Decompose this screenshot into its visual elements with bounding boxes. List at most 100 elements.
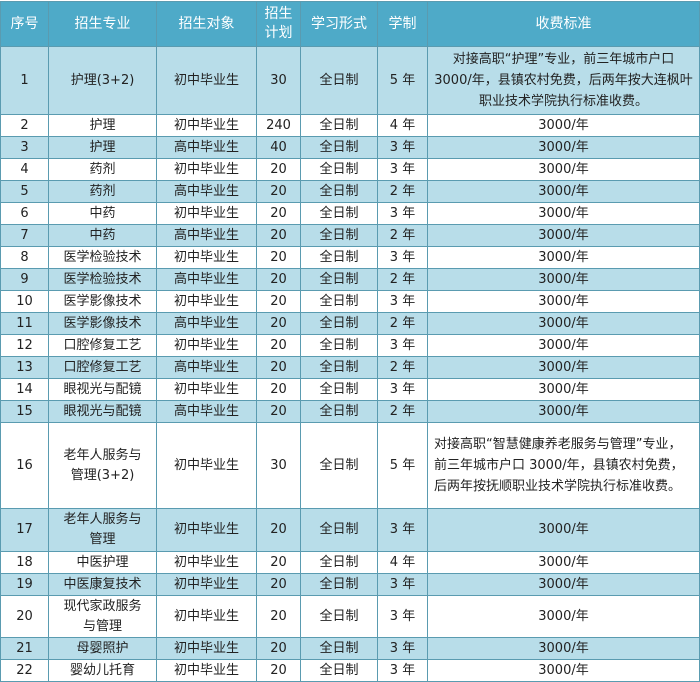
cell-major: 护理 [48, 136, 157, 159]
cell-target: 初中毕业生 [156, 659, 257, 682]
table-row: 19 中医康复技术 初中毕业生 20 全日制 3 年 3000/年 [0, 573, 700, 596]
cell-target: 初中毕业生 [156, 114, 257, 137]
cell-target: 初中毕业生 [156, 334, 257, 357]
table-row: 3 护理 高中毕业生 40 全日制 3 年 3000/年 [0, 136, 700, 159]
cell-major: 老年人服务与管理 [48, 508, 157, 552]
cell-major: 口腔修复工艺 [48, 334, 157, 357]
cell-years: 5 年 [377, 422, 428, 509]
table-row: 12 口腔修复工艺 初中毕业生 20 全日制 3 年 3000/年 [0, 334, 700, 357]
cell-form: 全日制 [300, 637, 378, 660]
cell-fee: 3000/年 [427, 136, 700, 159]
table-row: 7 中药 高中毕业生 20 全日制 2 年 3000/年 [0, 224, 700, 247]
cell-fee: 3000/年 [427, 573, 700, 596]
cell-years: 3 年 [377, 334, 428, 357]
cell-no: 7 [0, 224, 49, 247]
cell-form: 全日制 [300, 659, 378, 682]
cell-plan: 20 [256, 356, 301, 379]
header-target: 招生对象 [156, 1, 257, 47]
cell-major: 中药 [48, 224, 157, 247]
cell-no: 1 [0, 46, 49, 115]
cell-years: 2 年 [377, 268, 428, 291]
cell-no: 4 [0, 158, 49, 181]
cell-form: 全日制 [300, 290, 378, 313]
cell-major: 药剂 [48, 180, 157, 203]
cell-fee: 3000/年 [427, 158, 700, 181]
cell-no: 21 [0, 637, 49, 660]
cell-major: 口腔修复工艺 [48, 356, 157, 379]
cell-plan: 40 [256, 136, 301, 159]
cell-target: 初中毕业生 [156, 508, 257, 552]
cell-plan: 20 [256, 334, 301, 357]
cell-form: 全日制 [300, 224, 378, 247]
cell-no: 6 [0, 202, 49, 225]
cell-fee: 3000/年 [427, 114, 700, 137]
table-row: 17 老年人服务与管理 初中毕业生 20 全日制 3 年 3000/年 [0, 508, 700, 552]
cell-plan: 20 [256, 400, 301, 423]
cell-no: 5 [0, 180, 49, 203]
table-row: 22 婴幼儿托育 初中毕业生 20 全日制 3 年 3000/年 [0, 659, 700, 682]
cell-form: 全日制 [300, 573, 378, 596]
cell-major: 中药 [48, 202, 157, 225]
cell-years: 3 年 [377, 637, 428, 660]
cell-target: 初中毕业生 [156, 573, 257, 596]
cell-major: 医学影像技术 [48, 290, 157, 313]
cell-fee: 3000/年 [427, 551, 700, 574]
cell-major: 婴幼儿托育 [48, 659, 157, 682]
cell-no: 9 [0, 268, 49, 291]
cell-form: 全日制 [300, 46, 378, 115]
cell-no: 15 [0, 400, 49, 423]
cell-fee: 3000/年 [427, 180, 700, 203]
cell-fee: 3000/年 [427, 202, 700, 225]
cell-plan: 20 [256, 224, 301, 247]
cell-form: 全日制 [300, 202, 378, 225]
table-row: 8 医学检验技术 初中毕业生 20 全日制 3 年 3000/年 [0, 246, 700, 269]
table-row: 4 药剂 初中毕业生 20 全日制 3 年 3000/年 [0, 158, 700, 181]
cell-target: 初中毕业生 [156, 637, 257, 660]
cell-no: 17 [0, 508, 49, 552]
cell-form: 全日制 [300, 180, 378, 203]
cell-form: 全日制 [300, 114, 378, 137]
cell-years: 3 年 [377, 202, 428, 225]
cell-target: 初中毕业生 [156, 595, 257, 638]
cell-plan: 20 [256, 595, 301, 638]
cell-form: 全日制 [300, 246, 378, 269]
cell-years: 2 年 [377, 224, 428, 247]
cell-no: 13 [0, 356, 49, 379]
cell-target: 高中毕业生 [156, 400, 257, 423]
cell-years: 4 年 [377, 551, 428, 574]
cell-form: 全日制 [300, 334, 378, 357]
cell-form: 全日制 [300, 356, 378, 379]
cell-plan: 20 [256, 246, 301, 269]
cell-plan: 30 [256, 422, 301, 509]
cell-form: 全日制 [300, 508, 378, 552]
table-row: 18 中医护理 初中毕业生 20 全日制 4 年 3000/年 [0, 551, 700, 574]
table-row: 13 口腔修复工艺 高中毕业生 20 全日制 2 年 3000/年 [0, 356, 700, 379]
header-no: 序号 [0, 1, 49, 47]
cell-fee: 3000/年 [427, 334, 700, 357]
table-row: 5 药剂 高中毕业生 20 全日制 2 年 3000/年 [0, 180, 700, 203]
cell-plan: 20 [256, 637, 301, 660]
cell-no: 11 [0, 312, 49, 335]
table-row: 1 护理(3+2) 初中毕业生 30 全日制 5 年对接高职“护理”专业，前三年城市户口 … [0, 46, 700, 115]
table-row: 6 中药 初中毕业生 20 全日制 3 年 3000/年 [0, 202, 700, 225]
cell-fee: 3000/年 [427, 595, 700, 638]
cell-target: 高中毕业生 [156, 224, 257, 247]
cell-years: 2 年 [377, 312, 428, 335]
header-fee: 收费标准 [427, 1, 700, 47]
cell-major: 现代家政服务与管理 [48, 595, 157, 638]
table-row: 20 现代家政服务与管理 初中毕业生 20 全日制 3 年 3000/年 [0, 595, 700, 638]
cell-plan: 20 [256, 659, 301, 682]
cell-no: 22 [0, 659, 49, 682]
cell-major: 护理 [48, 114, 157, 137]
cell-plan: 20 [256, 551, 301, 574]
cell-fee: 对接高职“智慧健康养老服务与管理”专业，前三年城市户口 3000/年，县镇农村免… [427, 422, 700, 509]
table-row: 9 医学检验技术 高中毕业生 20 全日制 2 年 3000/年 [0, 268, 700, 291]
cell-form: 全日制 [300, 268, 378, 291]
cell-no: 18 [0, 551, 49, 574]
cell-no: 10 [0, 290, 49, 313]
cell-target: 初中毕业生 [156, 422, 257, 509]
cell-no: 2 [0, 114, 49, 137]
cell-major: 眼视光与配镜 [48, 378, 157, 401]
cell-form: 全日制 [300, 422, 378, 509]
cell-years: 3 年 [377, 595, 428, 638]
